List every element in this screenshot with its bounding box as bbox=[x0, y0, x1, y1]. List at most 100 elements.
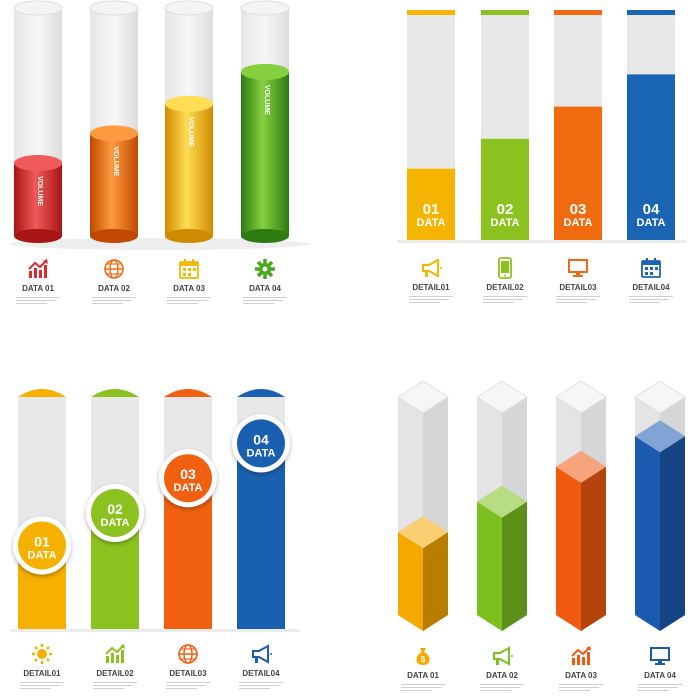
badge bbox=[18, 521, 66, 570]
bar-cap bbox=[554, 10, 602, 15]
cylinder-text: VOLUME bbox=[112, 146, 119, 176]
prism-fill-right bbox=[423, 532, 448, 631]
item-placeholder-text bbox=[20, 680, 64, 691]
badge-word: DATA bbox=[247, 447, 276, 459]
money-bag-icon: $ bbox=[412, 645, 434, 667]
prism-fill-top bbox=[556, 450, 606, 483]
monitor-icon bbox=[649, 645, 671, 667]
svg-text:$: $ bbox=[421, 655, 426, 664]
item-placeholder-text bbox=[243, 295, 287, 306]
cylinder-text: VOLUME bbox=[36, 176, 43, 206]
cylinder-top bbox=[164, 0, 214, 16]
gear-icon bbox=[254, 258, 276, 280]
badge-number: 02 bbox=[107, 501, 123, 517]
pill-cap bbox=[164, 389, 212, 397]
cylinder-fill-top bbox=[241, 63, 289, 80]
prism-fill-left bbox=[477, 501, 502, 631]
prism-fill-top bbox=[635, 420, 685, 453]
cylinder-top bbox=[13, 0, 63, 16]
bar-cap bbox=[627, 10, 675, 15]
cylinder-fill bbox=[90, 133, 138, 236]
cylinder-fill bbox=[165, 103, 213, 236]
cylinder-base bbox=[90, 229, 138, 243]
item-label: DETAIL02 bbox=[96, 669, 134, 678]
bar-word: DATA bbox=[637, 217, 666, 229]
panel-cylinders: VOLUME VOLUME VOLUME VOLUME DATA 01 DATA 02 D… bbox=[0, 0, 349, 347]
item-placeholder-text bbox=[239, 680, 283, 691]
cylinder-top bbox=[89, 0, 139, 16]
prism-track-top bbox=[555, 380, 607, 414]
prism-fill-top bbox=[398, 516, 448, 549]
bar-fill bbox=[481, 138, 529, 240]
pill-cap bbox=[237, 389, 285, 397]
panel-prisms: $ DATA 01 DATA 02 DATA 03 DATA 04 bbox=[349, 347, 698, 694]
chart-up-icon bbox=[27, 258, 49, 280]
badge bbox=[164, 454, 212, 503]
megaphone-icon bbox=[420, 257, 442, 279]
badge-number: 01 bbox=[34, 533, 50, 549]
badge-word: DATA bbox=[28, 549, 57, 561]
calendar-icon bbox=[178, 258, 200, 280]
item-label: DATA 04 bbox=[249, 284, 281, 293]
prism-track-top bbox=[397, 380, 449, 414]
bar-fill bbox=[237, 443, 285, 629]
item-placeholder-text bbox=[93, 680, 137, 691]
badge-number: 03 bbox=[180, 466, 196, 482]
prism-fill-left bbox=[556, 466, 581, 631]
cylinder-top bbox=[240, 0, 290, 16]
sun-icon bbox=[31, 643, 53, 665]
cylinder-base bbox=[165, 229, 213, 243]
cylinder-fill-top bbox=[165, 95, 213, 112]
cylinder-base bbox=[241, 229, 289, 243]
baseline-shadow bbox=[10, 629, 300, 632]
cylinder-text: VOLUME bbox=[263, 85, 270, 115]
prism-fill-left bbox=[398, 532, 423, 631]
item-placeholder-text bbox=[638, 682, 682, 693]
bar-word: DATA bbox=[417, 217, 446, 229]
cylinder-fill-top bbox=[14, 155, 62, 172]
prism-track-top bbox=[476, 380, 528, 414]
cylinder-fill bbox=[14, 163, 62, 236]
item-placeholder-text bbox=[480, 682, 524, 693]
prism-chart bbox=[397, 380, 686, 631]
badge-number: 04 bbox=[253, 431, 269, 447]
panel-pill-bars: 01 DATA 02 DATA 03 DATA 04 DATA DETAIL01 DETAIL0… bbox=[0, 347, 349, 694]
prism-fill-right bbox=[660, 436, 685, 631]
item-label: DATA 02 bbox=[98, 284, 130, 293]
item-placeholder-text bbox=[167, 295, 211, 306]
item-label: DATA 01 bbox=[22, 284, 54, 293]
cylinder-base bbox=[14, 229, 62, 243]
bar-number: 01 bbox=[423, 201, 440, 218]
item-label: DETAIL04 bbox=[632, 283, 670, 292]
phone-icon bbox=[494, 257, 516, 279]
bar-fill bbox=[627, 74, 675, 241]
item-placeholder-text bbox=[166, 680, 210, 691]
item-placeholder-text bbox=[16, 295, 60, 306]
item-label: DATA 03 bbox=[173, 284, 205, 293]
item-label: DETAIL01 bbox=[23, 669, 61, 678]
item-label: DATA 02 bbox=[486, 671, 518, 680]
item-placeholder-text bbox=[409, 294, 453, 305]
prism-fill-top bbox=[477, 485, 527, 518]
prism-track-top bbox=[634, 380, 686, 414]
panel-flat-bars: 01 DATA 02 DATA 03 DATA 04 DATA DETAIL01 DETAIL0… bbox=[349, 0, 698, 347]
megaphone-icon bbox=[491, 645, 513, 667]
baseline-shadow bbox=[397, 240, 687, 243]
item-label: DETAIL02 bbox=[486, 283, 524, 292]
megaphone-icon bbox=[250, 643, 272, 665]
item-placeholder-text bbox=[629, 294, 673, 305]
cylinder-chart: VOLUME VOLUME VOLUME VOLUME bbox=[10, 0, 310, 250]
monitor-icon bbox=[567, 257, 589, 279]
item-label: DATA 04 bbox=[644, 671, 676, 680]
item-placeholder-text bbox=[401, 682, 445, 693]
item-label: DETAIL01 bbox=[412, 283, 450, 292]
bar-fill bbox=[407, 168, 455, 240]
item-label: DETAIL03 bbox=[559, 283, 597, 292]
item-placeholder-text bbox=[92, 295, 136, 306]
globe-icon bbox=[177, 643, 199, 665]
item-label: DETAIL04 bbox=[242, 669, 280, 678]
prism-fill-left bbox=[635, 436, 660, 631]
prism-fill-right bbox=[502, 501, 527, 631]
